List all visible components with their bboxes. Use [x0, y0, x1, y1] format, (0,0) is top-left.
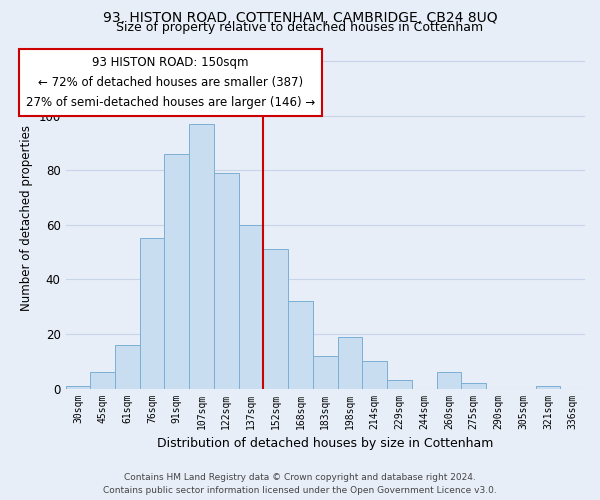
- Bar: [140, 238, 164, 388]
- Bar: [387, 380, 412, 388]
- X-axis label: Distribution of detached houses by size in Cottenham: Distribution of detached houses by size …: [157, 437, 493, 450]
- Text: Size of property relative to detached houses in Cottenham: Size of property relative to detached ho…: [116, 22, 484, 35]
- Bar: [338, 336, 362, 388]
- Bar: [461, 383, 486, 388]
- Bar: [313, 356, 338, 388]
- Bar: [263, 250, 288, 388]
- Bar: [437, 372, 461, 388]
- Bar: [189, 124, 214, 388]
- Bar: [214, 173, 239, 388]
- Bar: [239, 225, 263, 388]
- Bar: [362, 362, 387, 388]
- Text: 93, HISTON ROAD, COTTENHAM, CAMBRIDGE, CB24 8UQ: 93, HISTON ROAD, COTTENHAM, CAMBRIDGE, C…: [103, 11, 497, 25]
- Y-axis label: Number of detached properties: Number of detached properties: [20, 125, 33, 311]
- Bar: [288, 301, 313, 388]
- Bar: [164, 154, 189, 388]
- Bar: [90, 372, 115, 388]
- Text: Contains HM Land Registry data © Crown copyright and database right 2024.
Contai: Contains HM Land Registry data © Crown c…: [103, 473, 497, 495]
- Bar: [536, 386, 560, 388]
- Bar: [65, 386, 90, 388]
- Bar: [115, 345, 140, 389]
- Text: 93 HISTON ROAD: 150sqm
← 72% of detached houses are smaller (387)
27% of semi-de: 93 HISTON ROAD: 150sqm ← 72% of detached…: [26, 56, 315, 108]
